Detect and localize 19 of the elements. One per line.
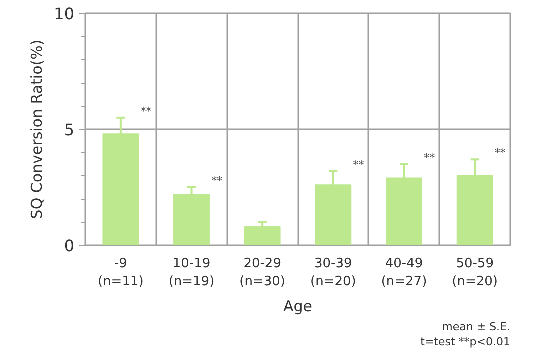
annotation: ** (353, 158, 365, 172)
annotation: ** (494, 146, 506, 160)
annotation: ** (140, 104, 152, 118)
x-axis-title: Age (283, 298, 313, 316)
text: mean ± S.E. (442, 320, 511, 334)
x-tick-label: 30-39 (n=20) (310, 256, 356, 290)
x-tick-label: 10-19 (n=19) (168, 256, 215, 290)
x-tick-label: 50-59 (n=20) (452, 256, 498, 290)
bar (244, 226, 281, 246)
text: t=test **p<0.01 (420, 336, 510, 348)
x-tick-label: 40-49 (n=27) (381, 256, 428, 290)
y-tick-label: 0 (64, 236, 75, 256)
x-tick-label: -9 (n=11) (98, 256, 144, 290)
y-tick-label: 10 (54, 4, 74, 24)
y-tick-label: 5 (64, 120, 75, 140)
annotation: ** (212, 174, 224, 188)
y-axis-title: SQ Conversion Ratio(%) (28, 40, 46, 220)
annotation: ** (424, 151, 436, 164)
x-tick-label: 20-29 (n=30) (240, 256, 286, 290)
